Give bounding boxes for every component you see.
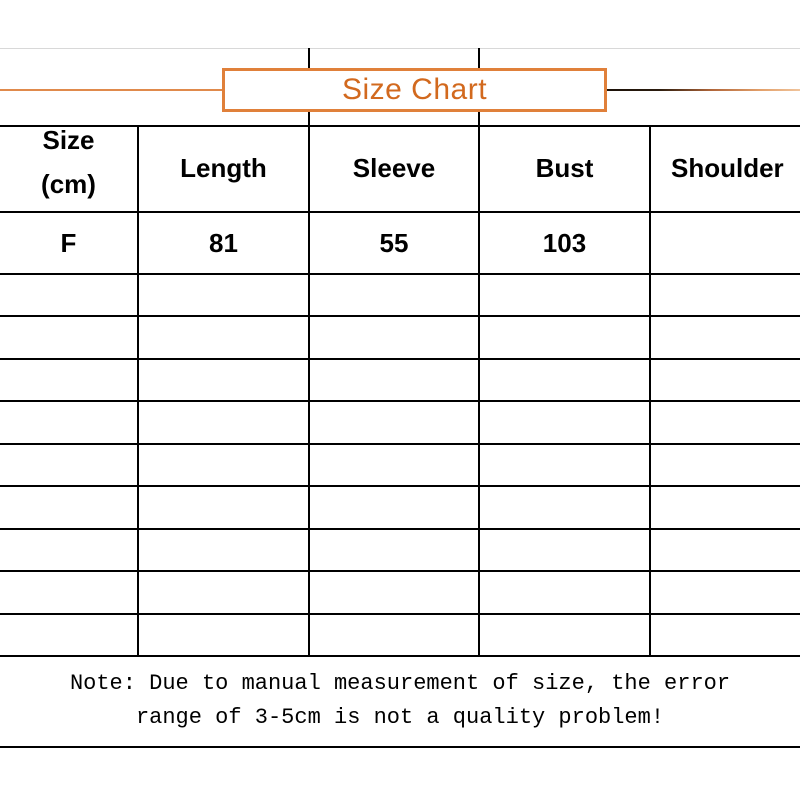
size-table: Size (cm) Length Sleeve Bust Shoulder F … xyxy=(0,125,800,748)
table-vline-4 xyxy=(649,125,651,655)
table-hline-row8-bottom xyxy=(0,570,800,572)
cell-size-row1: F xyxy=(60,227,77,258)
note-line-2: range of 3-5cm is not a quality problem! xyxy=(135,704,665,730)
table-vline-2 xyxy=(308,125,310,655)
table-hline-row7-bottom xyxy=(0,528,800,530)
header-size-line2: (cm) xyxy=(41,169,96,199)
table-hline-row5-bottom xyxy=(0,443,800,445)
header-cell-length: Length xyxy=(180,153,267,183)
table-vline-1 xyxy=(137,125,139,655)
table-hline-row4-bottom xyxy=(0,400,800,402)
table-hline-row9-bottom xyxy=(0,613,800,615)
title-banner-line-right xyxy=(604,89,800,91)
table-hline-row3-bottom xyxy=(0,358,800,360)
table-hline-note-top xyxy=(0,655,800,657)
title-banner-line-left xyxy=(0,89,228,91)
table-hline-row1-bottom xyxy=(0,273,800,275)
note-line-1: Note: Due to manual measurement of size,… xyxy=(69,670,731,696)
table-hline-row6-bottom xyxy=(0,485,800,487)
table-hline-top xyxy=(0,125,800,127)
header-cell-shoulder: Shoulder xyxy=(671,153,784,183)
page-title: Size Chart xyxy=(341,73,488,106)
table-hline-header-bottom xyxy=(0,211,800,213)
table-vline-3 xyxy=(478,125,480,655)
header-cell-size: Size (cm) xyxy=(0,113,137,211)
title-box: Size Chart xyxy=(222,68,607,112)
cell-length-row1: 81 xyxy=(209,227,238,258)
table-hline-bottom xyxy=(0,746,800,748)
cell-sleeve-row1: 55 xyxy=(379,227,409,258)
cell-bust-row1: 103 xyxy=(542,227,587,258)
note-row: Note: Due to manual measurement of size,… xyxy=(0,655,800,746)
table-hline-row2-bottom xyxy=(0,315,800,317)
top-divider-rule xyxy=(0,48,800,49)
header-cell-bust: Bust xyxy=(535,153,594,183)
cell-shoulder-row1 xyxy=(651,213,800,273)
header-cell-sleeve: Sleeve xyxy=(352,153,436,183)
header-size-line1: Size xyxy=(42,125,95,155)
